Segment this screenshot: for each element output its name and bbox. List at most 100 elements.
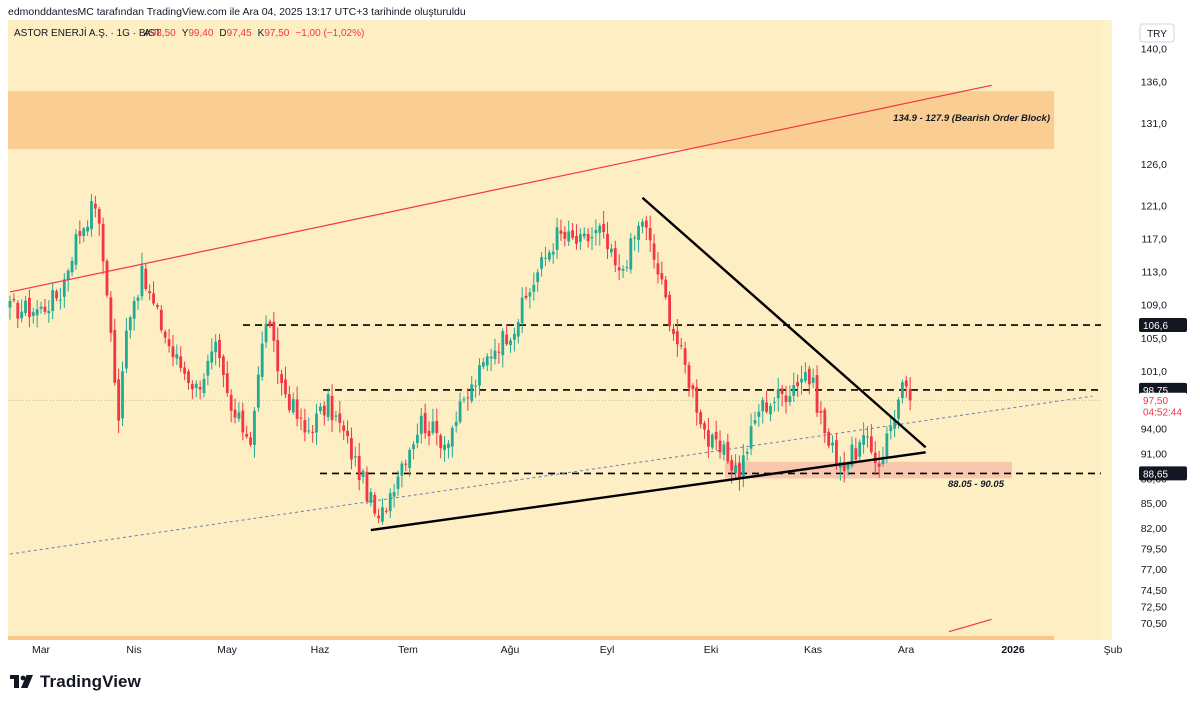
candle[interactable] [8,295,12,320]
candle[interactable] [280,369,283,396]
candle[interactable] [780,384,784,407]
candle[interactable] [497,343,501,364]
candle[interactable] [641,218,644,234]
candle[interactable] [815,365,819,417]
candle[interactable] [295,386,299,427]
candle[interactable] [245,425,249,439]
candle[interactable] [866,426,869,448]
candle[interactable] [800,365,803,395]
candle[interactable] [877,450,881,478]
candle[interactable] [361,468,365,484]
candle[interactable] [528,288,532,309]
candle[interactable] [225,361,229,397]
candle[interactable] [610,243,613,257]
candle[interactable] [156,303,159,310]
candle[interactable] [249,431,252,447]
candle[interactable] [287,386,291,413]
candle[interactable] [644,216,648,241]
candle[interactable] [404,459,408,472]
price-label-level-106[interactable]: 106,6 [1139,318,1187,333]
candle[interactable] [889,416,893,440]
candle[interactable] [869,424,873,455]
candle[interactable] [82,226,86,243]
candle[interactable] [183,361,186,381]
candle[interactable] [532,272,536,301]
candle[interactable] [738,455,741,491]
candle[interactable] [381,498,384,525]
candle[interactable] [652,234,656,269]
candle[interactable] [187,369,190,390]
candle[interactable] [241,402,245,441]
candle[interactable] [485,353,489,372]
candle[interactable] [86,220,89,237]
candle[interactable] [594,219,598,246]
candle[interactable] [664,276,668,300]
candle[interactable] [578,228,582,251]
candle[interactable] [373,492,377,517]
support-zone[interactable] [725,461,1012,479]
candle[interactable] [202,373,206,398]
candle[interactable] [450,425,454,458]
candle[interactable] [862,422,865,454]
candle[interactable] [28,289,31,328]
candle[interactable] [792,372,796,402]
candle[interactable] [24,295,27,316]
candle[interactable] [299,408,303,431]
candle[interactable] [194,380,198,398]
candle[interactable] [509,337,512,353]
candle[interactable] [710,432,714,450]
candle[interactable] [513,327,516,352]
candle[interactable] [43,299,47,315]
candle[interactable] [687,361,691,397]
candle[interactable] [481,357,485,370]
candle[interactable] [765,390,768,414]
candle[interactable] [540,251,543,277]
candle[interactable] [16,300,20,329]
candle[interactable] [629,232,633,274]
candle[interactable] [435,408,439,446]
candle[interactable] [796,374,800,397]
candle[interactable] [419,408,423,444]
price-label-countdown[interactable]: 04:52:44 [1139,404,1187,419]
candle[interactable] [505,323,509,347]
candle[interactable] [466,388,470,411]
candle[interactable] [315,403,318,445]
candle[interactable] [175,344,179,366]
candle[interactable] [734,454,737,480]
candle[interactable] [121,361,124,427]
candle[interactable] [59,287,62,310]
price-label-last-price[interactable]: 97,50 [1139,392,1187,407]
candle[interactable] [159,304,163,333]
candle[interactable] [392,483,396,508]
price-label-level-88[interactable]: 88,65 [1139,466,1187,481]
candle[interactable] [854,437,858,464]
candle[interactable] [12,293,16,303]
candle[interactable] [334,410,338,422]
candle[interactable] [284,366,287,399]
candle[interactable] [47,300,51,323]
candle[interactable] [31,307,35,324]
triangle-lower-line[interactable] [370,451,926,532]
candle[interactable] [563,226,567,247]
candle[interactable] [617,254,621,281]
candle[interactable] [253,407,256,458]
candle[interactable] [668,291,671,332]
candle[interactable] [206,354,210,386]
candle[interactable] [707,417,710,458]
candle[interactable] [772,396,776,412]
candle[interactable] [311,425,315,443]
currency-box[interactable] [1139,23,1175,43]
currency-label[interactable]: TRY [1147,29,1167,40]
candle[interactable] [51,282,55,320]
candle[interactable] [784,385,788,414]
candle[interactable] [377,508,380,524]
candle[interactable] [699,409,703,429]
candle[interactable] [431,408,435,436]
candle[interactable] [163,329,167,344]
candle[interactable] [831,435,834,453]
candle[interactable] [788,385,792,407]
candle[interactable] [307,417,311,434]
candle[interactable] [679,337,683,350]
candle[interactable] [458,392,462,425]
currency-selector[interactable]: TRY [1139,23,1175,43]
